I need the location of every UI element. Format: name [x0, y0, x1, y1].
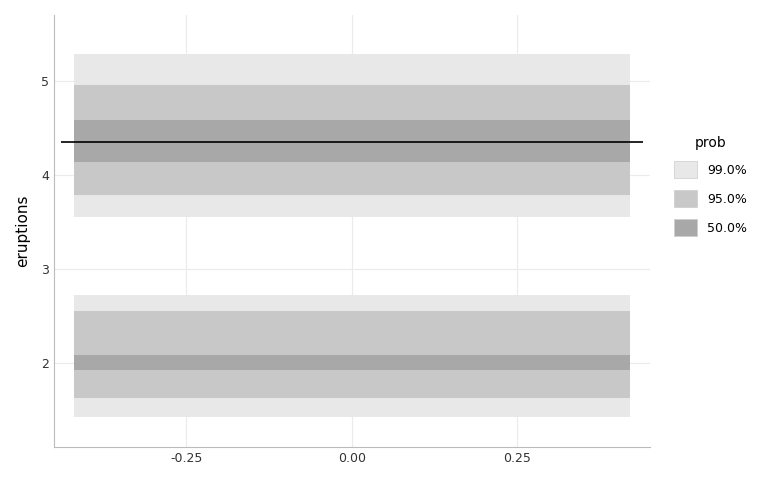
Bar [74, 54, 630, 217]
Bar [74, 355, 630, 370]
Bar [74, 311, 630, 398]
Y-axis label: eruptions: eruptions [15, 195, 30, 267]
Bar [74, 295, 630, 417]
Legend: 99.0%, 95.0%, 50.0%: 99.0%, 95.0%, 50.0% [668, 129, 753, 242]
Bar [74, 85, 630, 195]
Bar [74, 120, 630, 163]
